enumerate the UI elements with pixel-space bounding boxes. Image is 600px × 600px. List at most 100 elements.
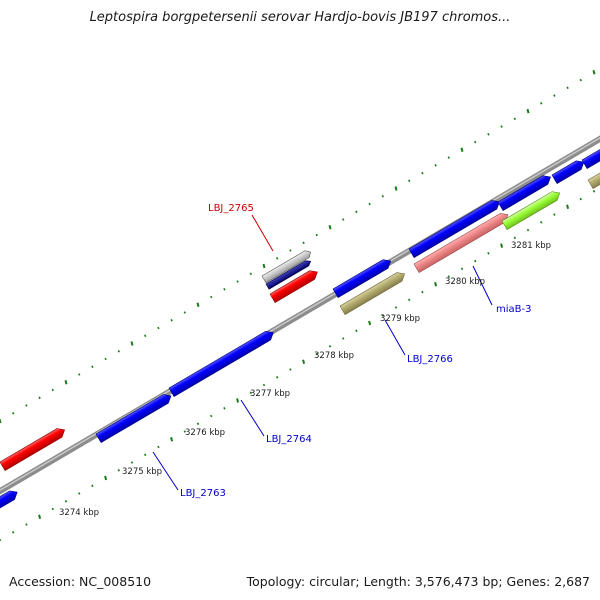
- scale-tick: [447, 156, 450, 159]
- scale-tick: [210, 414, 213, 418]
- scale-tick: [276, 376, 279, 379]
- scale-tick: [368, 202, 371, 206]
- scale-tick: [236, 398, 240, 403]
- feature-cds-upper-mid[interactable]: [332, 257, 393, 299]
- scale-tick: [183, 430, 186, 433]
- feature-cds-upper-right-1[interactable]: [408, 197, 502, 259]
- feature-LBJ_2763[interactable]: [95, 391, 174, 444]
- scale-tick: [38, 514, 42, 520]
- scale-tick: [342, 218, 345, 221]
- feature-cds-edge-right[interactable]: [581, 142, 600, 170]
- scale-tick: [183, 311, 186, 314]
- scale-tick: [51, 507, 54, 511]
- scale-tick: [487, 133, 490, 136]
- scale-tick: [157, 326, 160, 330]
- gene-label-LBJ_2763[interactable]: LBJ_2763: [180, 488, 226, 499]
- scale-label: 3280 kbp: [445, 277, 485, 287]
- feature-cds-partial-left[interactable]: [0, 488, 20, 510]
- scale-tick: [210, 295, 213, 299]
- scale-tick: [579, 197, 582, 201]
- scale-tick: [130, 341, 134, 346]
- scale-tick: [381, 195, 384, 198]
- scale-tick: [51, 388, 54, 392]
- scale-tick: [447, 275, 450, 278]
- feature-misc-edge-right[interactable]: [587, 162, 600, 190]
- scale-label: 3277 kbp: [250, 389, 290, 399]
- feature-LBJ_2765-b[interactable]: [265, 259, 312, 290]
- scale-label: 3281 kbp: [511, 241, 551, 251]
- scale-tick: [434, 282, 438, 287]
- scale-labels: 3274 kbp 3275 kbp 3276 kbp 3277 kbp 3278…: [59, 241, 551, 518]
- scale-tick: [355, 329, 358, 333]
- feature-LBJ_2765-a[interactable]: [261, 249, 313, 284]
- scale-tick: [487, 252, 490, 255]
- gene-label-miaB-3[interactable]: miaB-3: [496, 304, 531, 315]
- scale-tick: [474, 259, 477, 263]
- scale-tick: [315, 233, 318, 237]
- scale-tick: [0, 538, 2, 542]
- scale-tick: [540, 102, 543, 105]
- scale-tick: [381, 314, 384, 317]
- scale-tick: [104, 475, 108, 481]
- scale-tick: [474, 140, 477, 144]
- scale-tick: [25, 404, 28, 407]
- scale-tick: [553, 94, 556, 97]
- scale-tick: [196, 422, 200, 426]
- scale-tick: [328, 225, 332, 230]
- feature-cds-upper-right-2[interactable]: [497, 173, 553, 212]
- feature-cds-upper-right-3[interactable]: [551, 158, 586, 185]
- features: [0, 142, 600, 510]
- leader-LBJ_2766: [384, 319, 406, 356]
- scale-label: 3279 kbp: [380, 314, 420, 324]
- scale-tick: [592, 190, 596, 193]
- scale-tick: [500, 125, 503, 128]
- scale-tick: [394, 186, 398, 191]
- scale-tick: [579, 78, 582, 82]
- scale-label: 3275 kbp: [122, 467, 162, 477]
- feature-LBJ_2764[interactable]: [168, 328, 276, 398]
- scale-tick: [368, 320, 372, 326]
- tick-row-upper: [0, 70, 596, 424]
- scale-tick: [0, 418, 2, 424]
- feature-LBJ_2766[interactable]: [339, 270, 407, 316]
- feature-rrna-left[interactable]: [0, 426, 67, 472]
- scale-tick: [434, 164, 437, 167]
- scale-tick: [460, 267, 464, 271]
- scale-tick: [421, 171, 424, 175]
- scale-label: 3274 kbp: [59, 508, 99, 518]
- scale-tick: [355, 210, 358, 214]
- scale-tick: [315, 352, 318, 356]
- scale-tick: [302, 359, 306, 365]
- map-title: Leptospira borgpetersenii serovar Hardjo…: [89, 10, 511, 25]
- scale-tick: [408, 179, 411, 183]
- scale-tick: [196, 302, 200, 308]
- scale-tick: [553, 213, 556, 216]
- tick-row-lower: [0, 190, 596, 542]
- feature-lime[interactable]: [501, 189, 562, 231]
- scale-tick: [64, 380, 68, 385]
- backbone-line: [0, 135, 600, 495]
- scale-tick: [170, 319, 173, 322]
- scale-label: 3276 kbp: [185, 428, 225, 438]
- scale-tick: [117, 350, 120, 353]
- scale-tick: [78, 373, 81, 376]
- gene-label-LBJ_2764[interactable]: LBJ_2764: [266, 434, 312, 445]
- scale-tick: [526, 108, 530, 114]
- scale-tick: [144, 334, 147, 338]
- leader-LBJ_2765: [251, 214, 274, 252]
- scale-tick: [249, 391, 252, 395]
- scale-tick: [249, 272, 252, 276]
- scale-tick: [262, 383, 266, 387]
- scale-tick: [144, 453, 147, 457]
- feature-rrna-middle[interactable]: [269, 268, 320, 304]
- scale-tick: [223, 288, 226, 291]
- gene-label-LBJ_2766[interactable]: LBJ_2766: [407, 354, 453, 365]
- scale-tick: [289, 249, 292, 252]
- scale-tick: [130, 461, 134, 464]
- gene-label-LBJ_2765[interactable]: LBJ_2765: [208, 203, 254, 214]
- scale-tick: [91, 484, 94, 488]
- scale-tick: [38, 396, 41, 400]
- leader-LBJ_2763: [152, 451, 179, 491]
- scale-tick: [460, 147, 464, 153]
